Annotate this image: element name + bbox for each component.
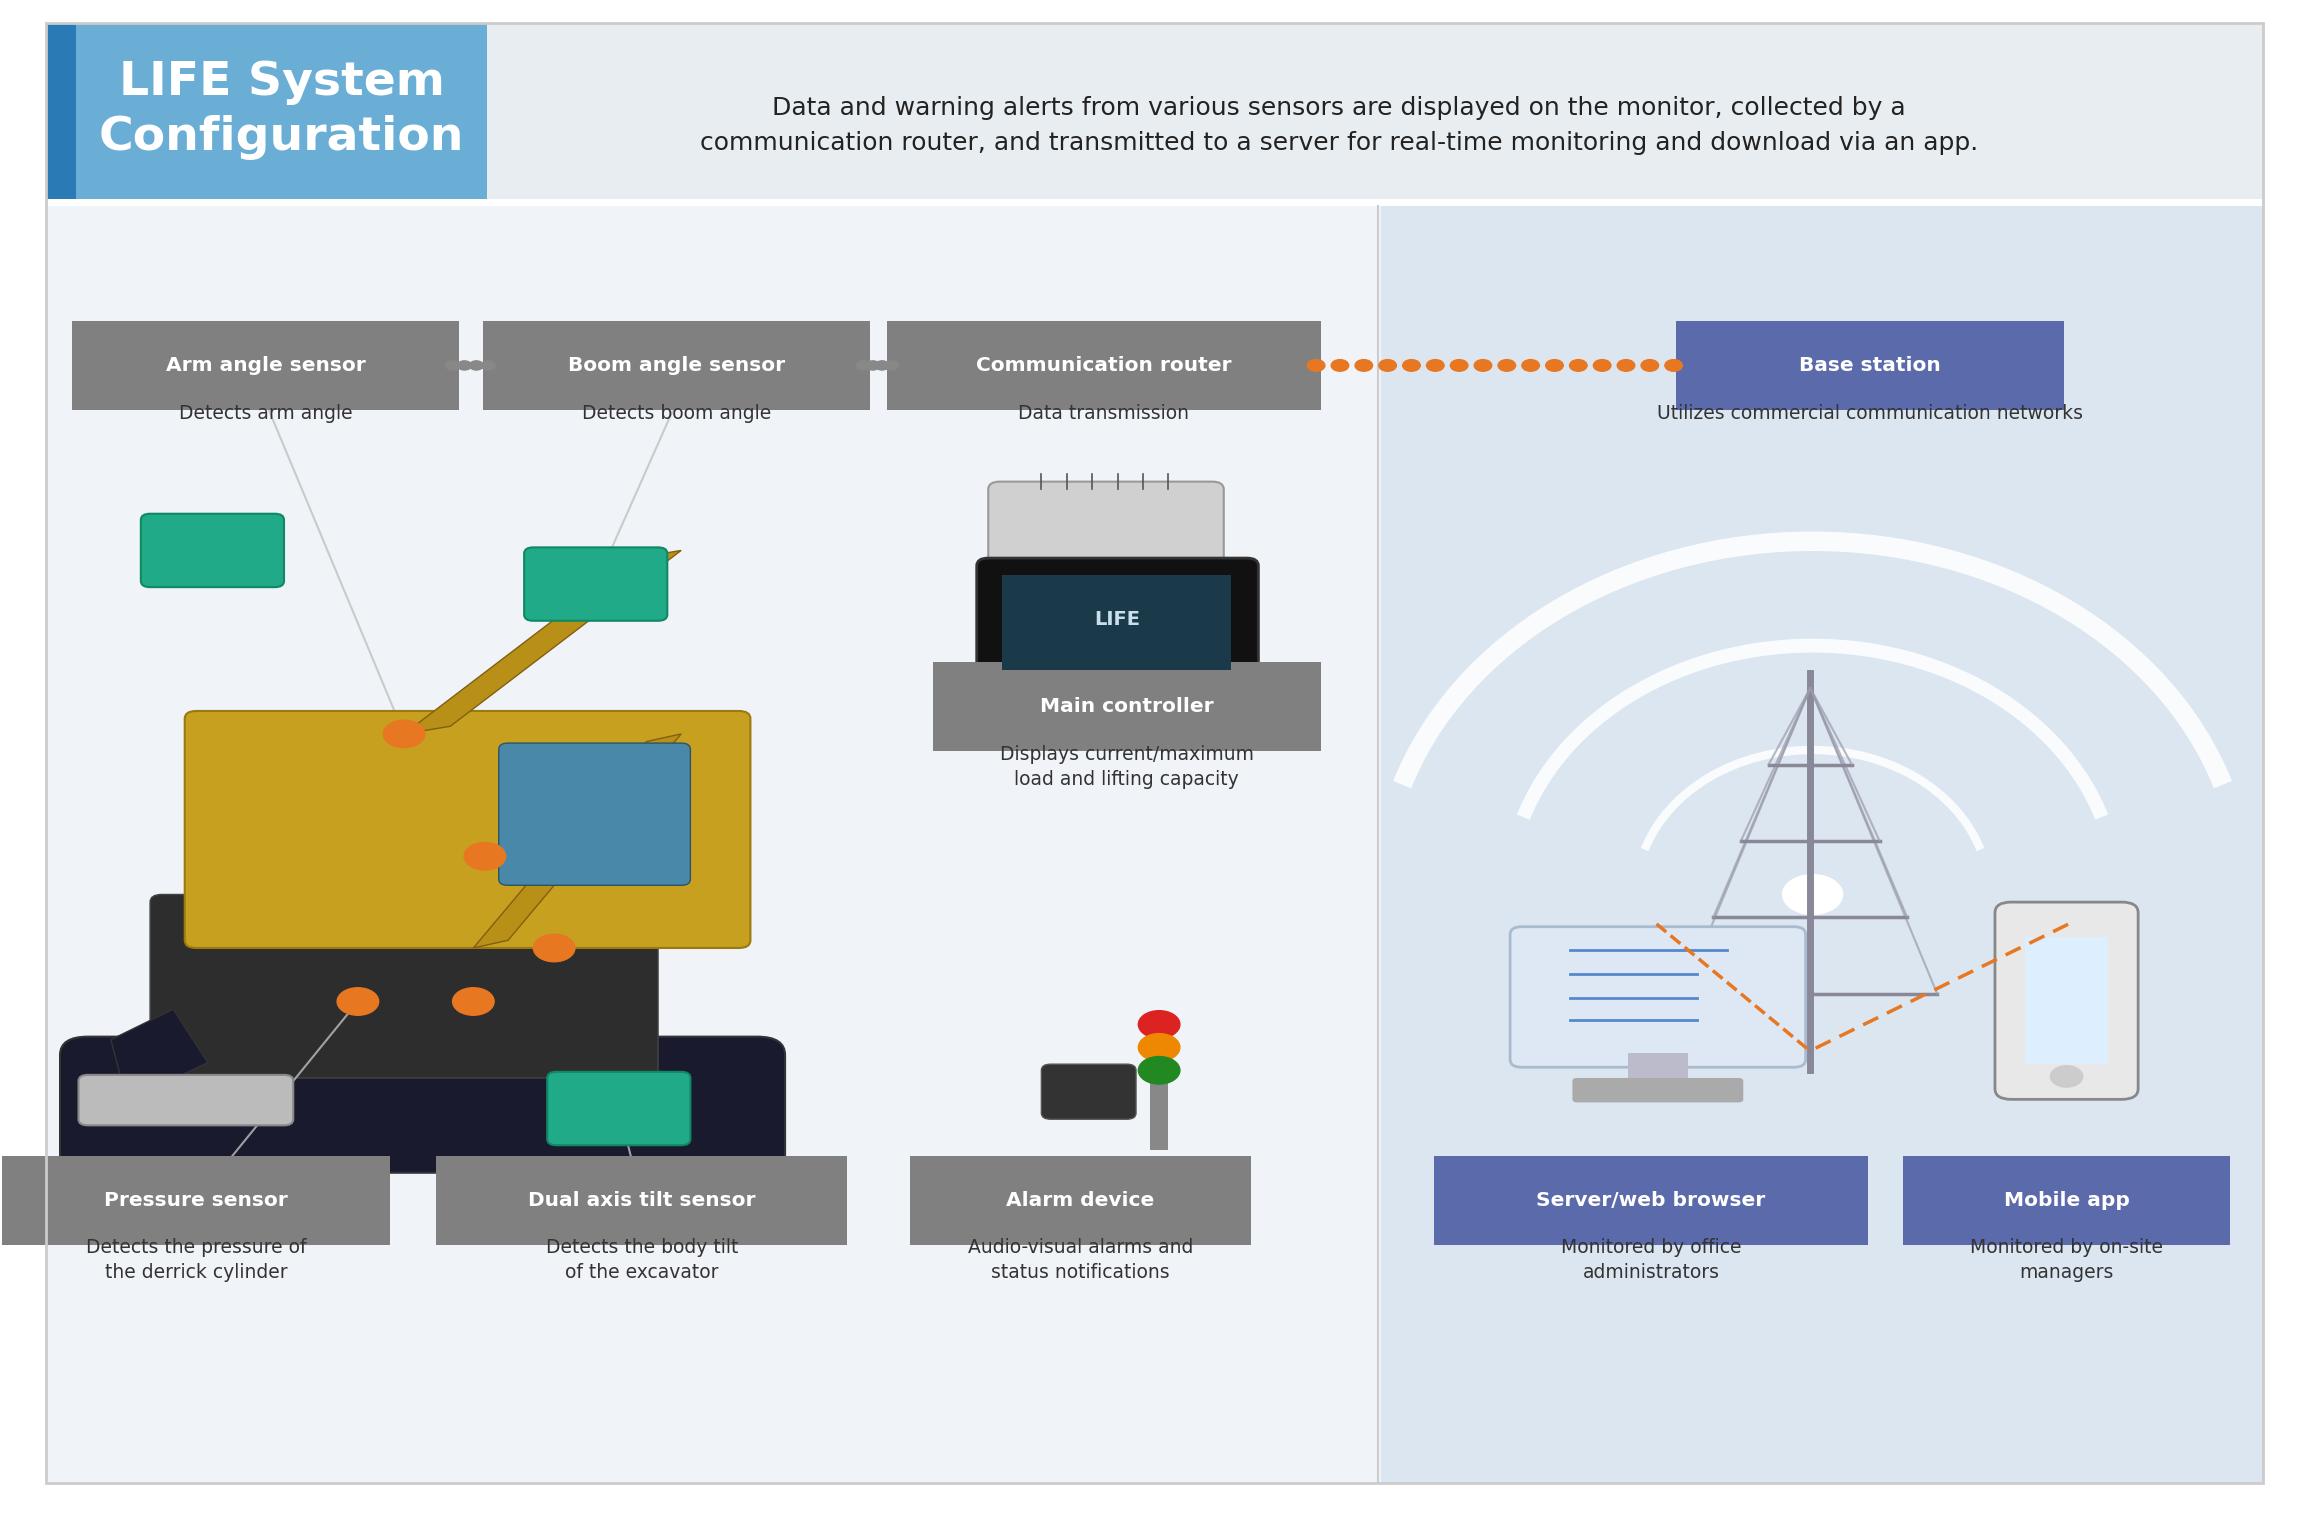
Text: Detects boom angle: Detects boom angle	[582, 404, 771, 422]
Circle shape	[1545, 359, 1563, 372]
Text: Mobile app: Mobile app	[2004, 1191, 2129, 1209]
FancyBboxPatch shape	[150, 894, 658, 1078]
FancyBboxPatch shape	[1510, 927, 1806, 1067]
FancyBboxPatch shape	[1434, 1156, 1868, 1245]
Circle shape	[1378, 359, 1397, 372]
Text: Base station: Base station	[1799, 356, 1942, 375]
Circle shape	[480, 361, 494, 370]
Polygon shape	[111, 1009, 208, 1101]
FancyBboxPatch shape	[46, 206, 1381, 1483]
FancyBboxPatch shape	[72, 321, 459, 410]
Circle shape	[1642, 359, 1658, 372]
Text: Dual axis tilt sensor: Dual axis tilt sensor	[529, 1191, 755, 1209]
FancyBboxPatch shape	[185, 711, 750, 948]
FancyBboxPatch shape	[2025, 937, 2108, 1064]
Polygon shape	[404, 550, 681, 734]
FancyBboxPatch shape	[76, 23, 487, 199]
Circle shape	[857, 361, 870, 370]
Text: Audio-visual alarms and
status notifications: Audio-visual alarms and status notificat…	[967, 1238, 1194, 1283]
FancyBboxPatch shape	[46, 23, 2263, 199]
Text: LIFE System
Configuration: LIFE System Configuration	[99, 60, 464, 161]
Text: Data and warning alerts from various sensors are displayed on the monitor, colle: Data and warning alerts from various sen…	[700, 96, 1979, 154]
Text: Alarm device: Alarm device	[1007, 1191, 1154, 1209]
Text: Boom angle sensor: Boom angle sensor	[568, 356, 785, 375]
Circle shape	[1138, 1011, 1180, 1038]
Text: Main controller: Main controller	[1039, 697, 1215, 716]
Circle shape	[1307, 359, 1325, 372]
Circle shape	[884, 361, 898, 370]
Text: LIFE: LIFE	[1094, 610, 1141, 628]
Circle shape	[1332, 359, 1348, 372]
FancyBboxPatch shape	[436, 1156, 847, 1245]
Circle shape	[1570, 359, 1586, 372]
Circle shape	[464, 842, 506, 870]
FancyBboxPatch shape	[141, 514, 284, 587]
FancyBboxPatch shape	[1572, 1078, 1743, 1102]
Circle shape	[1665, 359, 1683, 372]
FancyBboxPatch shape	[1002, 575, 1231, 670]
Circle shape	[1616, 359, 1635, 372]
Text: Server/web browser: Server/web browser	[1535, 1191, 1766, 1209]
FancyBboxPatch shape	[1676, 321, 2064, 410]
Text: Detects arm angle: Detects arm angle	[178, 404, 353, 422]
FancyBboxPatch shape	[933, 662, 1321, 751]
FancyBboxPatch shape	[1041, 1064, 1136, 1119]
Circle shape	[1138, 1057, 1180, 1084]
Circle shape	[469, 361, 483, 370]
FancyBboxPatch shape	[524, 547, 667, 621]
Circle shape	[875, 361, 889, 370]
FancyBboxPatch shape	[1150, 1020, 1168, 1150]
Circle shape	[457, 361, 471, 370]
FancyBboxPatch shape	[547, 1072, 690, 1145]
Circle shape	[1427, 359, 1443, 372]
Circle shape	[1402, 359, 1420, 372]
Text: Pressure sensor: Pressure sensor	[104, 1191, 289, 1209]
Text: Communication router: Communication router	[977, 356, 1231, 375]
FancyBboxPatch shape	[483, 321, 870, 410]
Circle shape	[1355, 359, 1372, 372]
FancyBboxPatch shape	[79, 1075, 293, 1125]
Text: Displays current/maximum
load and lifting capacity: Displays current/maximum load and liftin…	[1000, 745, 1254, 789]
FancyBboxPatch shape	[977, 558, 1258, 683]
Text: Detects the pressure of
the derrick cylinder: Detects the pressure of the derrick cyli…	[85, 1238, 307, 1283]
Polygon shape	[473, 734, 681, 948]
FancyBboxPatch shape	[887, 321, 1321, 410]
FancyBboxPatch shape	[988, 482, 1224, 576]
Circle shape	[533, 934, 575, 962]
Circle shape	[1593, 359, 1612, 372]
Circle shape	[1473, 359, 1492, 372]
Circle shape	[446, 361, 459, 370]
Text: Monitored by on-site
managers: Monitored by on-site managers	[1970, 1238, 2164, 1283]
FancyBboxPatch shape	[910, 1156, 1251, 1245]
Circle shape	[1450, 359, 1469, 372]
Circle shape	[383, 720, 425, 748]
Text: Arm angle sensor: Arm angle sensor	[166, 356, 365, 375]
FancyBboxPatch shape	[2, 1156, 390, 1245]
Circle shape	[1783, 875, 1843, 914]
Circle shape	[866, 361, 880, 370]
Text: Data transmission: Data transmission	[1018, 404, 1189, 422]
Circle shape	[1522, 359, 1540, 372]
FancyBboxPatch shape	[60, 1037, 785, 1173]
FancyBboxPatch shape	[499, 743, 690, 885]
Circle shape	[453, 988, 494, 1015]
Text: Monitored by office
administrators: Monitored by office administrators	[1561, 1238, 1741, 1283]
Text: Utilizes commercial communication networks: Utilizes commercial communication networ…	[1658, 404, 2083, 422]
Circle shape	[1138, 1034, 1180, 1061]
FancyBboxPatch shape	[1903, 1156, 2230, 1245]
FancyBboxPatch shape	[1381, 206, 2263, 1483]
Circle shape	[1499, 359, 1515, 372]
Circle shape	[2050, 1066, 2083, 1087]
FancyBboxPatch shape	[1995, 902, 2138, 1099]
FancyBboxPatch shape	[46, 23, 76, 199]
Circle shape	[337, 988, 379, 1015]
FancyBboxPatch shape	[1628, 1053, 1688, 1087]
Text: Detects the body tilt
of the excavator: Detects the body tilt of the excavator	[545, 1238, 739, 1283]
